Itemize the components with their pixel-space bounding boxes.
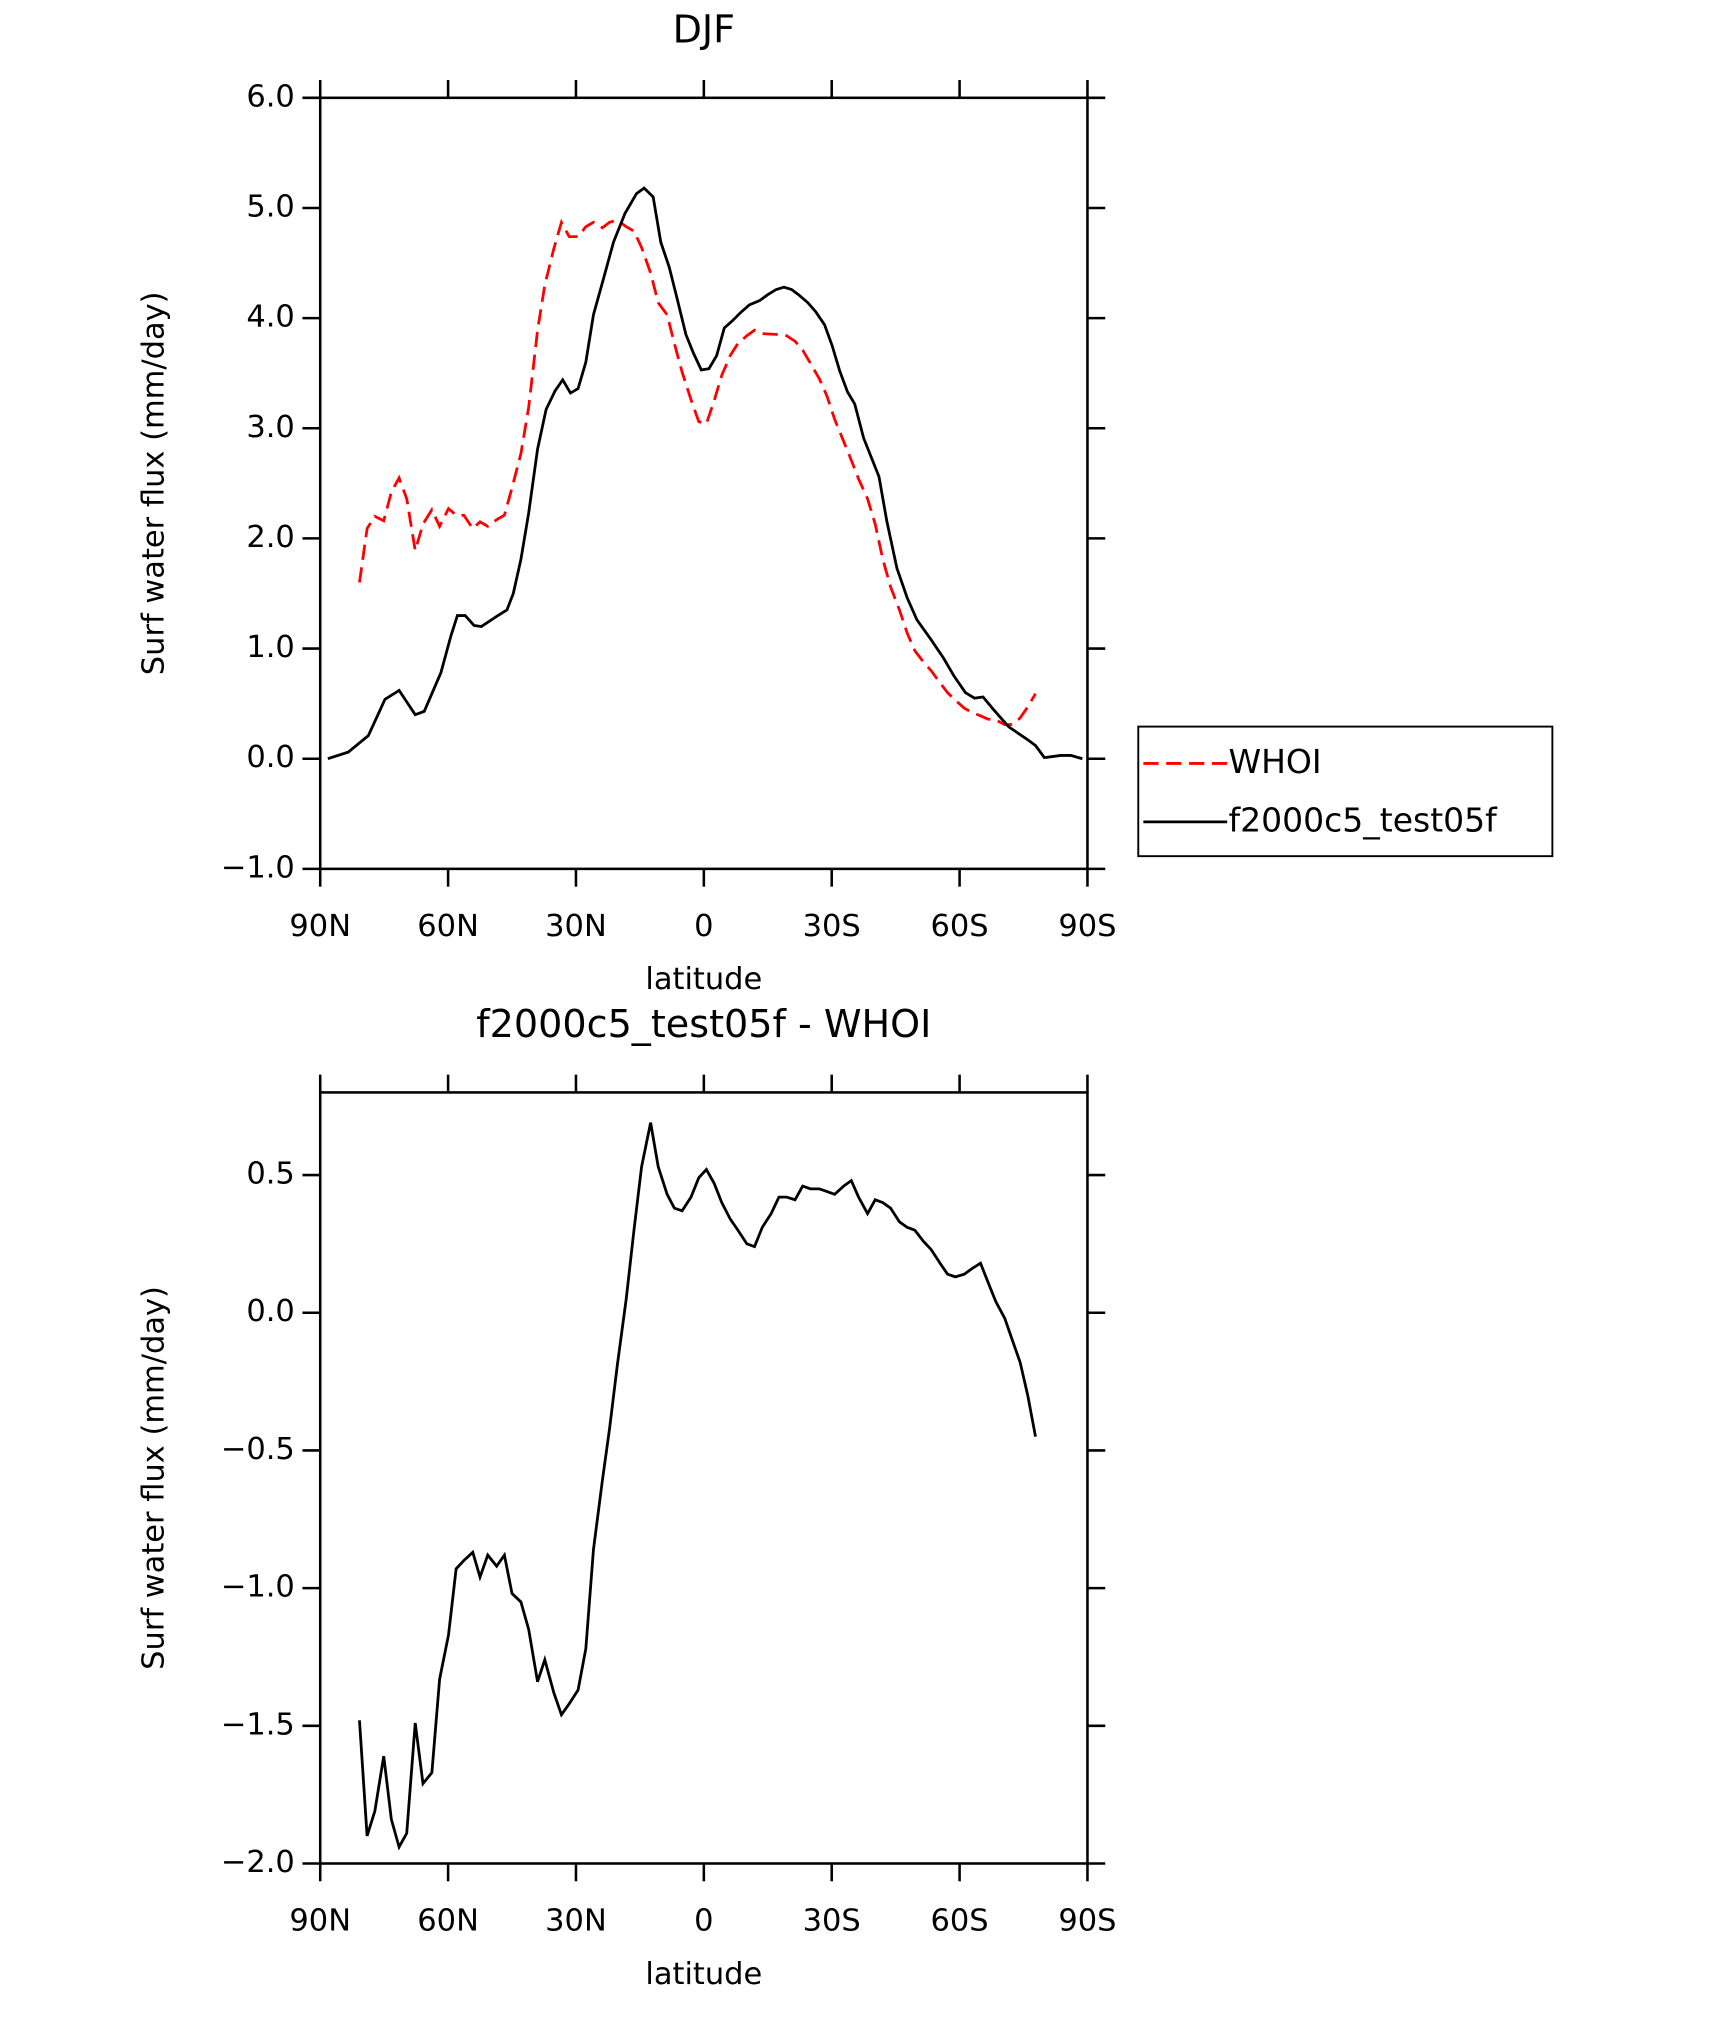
y-tick-label: −0.5 [221, 1432, 295, 1467]
x-tick-label: 90N [289, 1903, 351, 1938]
x-axis-label: latitude [645, 962, 762, 997]
y-tick-label: 1.0 [246, 630, 294, 665]
chart-title: DJF [673, 7, 735, 51]
x-axis-label: latitude [645, 1957, 762, 1992]
y-tick-label: 0.0 [246, 1294, 294, 1329]
y-tick-label: −1.5 [221, 1707, 295, 1742]
data-line [358, 1122, 1037, 1851]
y-tick-label: −1.0 [221, 1570, 295, 1605]
y-tick-label: 5.0 [246, 189, 294, 224]
x-tick-label: 30N [545, 909, 607, 944]
x-tick-label: 30N [545, 1903, 607, 1938]
y-tick-label: 0.5 [246, 1157, 294, 1192]
legend-label: f2000c5_test05f [1228, 800, 1498, 839]
legend-box [1137, 725, 1554, 858]
x-tick-label: 0 [694, 1903, 713, 1938]
chart-title: f2000c5_test05f - WHOI [476, 1002, 931, 1046]
y-axis-label: Surf water flux (mm/day) [137, 291, 172, 675]
x-tick-label: 60S [931, 1903, 989, 1938]
x-tick-label: 90N [289, 909, 351, 944]
y-tick-label: 2.0 [246, 520, 294, 555]
plot-frame [318, 96, 1089, 871]
y-tick-label: 0.0 [246, 740, 294, 775]
x-tick-label: 60N [417, 909, 479, 944]
legend-label: WHOI [1228, 742, 1321, 781]
x-tick-label: 60S [931, 909, 989, 944]
x-tick-label: 30S [803, 909, 861, 944]
y-axis-label: Surf water flux (mm/day) [137, 1286, 172, 1670]
data-line [327, 186, 1083, 761]
x-tick-label: 60N [417, 1903, 479, 1938]
x-tick-label: 90S [1058, 1903, 1116, 1938]
x-tick-label: 0 [694, 909, 713, 944]
y-tick-label: −2.0 [221, 1845, 295, 1880]
x-tick-label: 30S [803, 1903, 861, 1938]
data-line [358, 218, 1037, 726]
x-tick-label: 90S [1058, 909, 1116, 944]
y-tick-label: 4.0 [246, 300, 294, 335]
y-tick-label: 6.0 [246, 79, 294, 114]
y-tick-label: 3.0 [246, 410, 294, 445]
y-tick-label: −1.0 [221, 850, 295, 885]
